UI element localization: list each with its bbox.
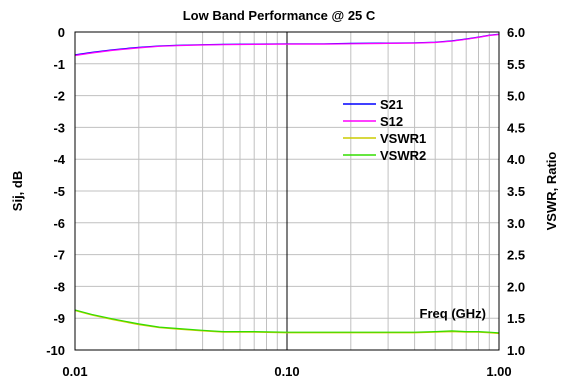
y-left-tick-label: -6: [53, 216, 65, 231]
y-right-tick-label: 2.5: [507, 248, 525, 263]
legend-label-s21: S21: [380, 97, 403, 112]
y-axis-left-title: Sij, dB: [10, 171, 25, 211]
x-axis-title: Freq (GHz): [420, 306, 486, 321]
tick-labels: 0.01 0.10 1.00 0 -1 -2 -3 -4 -5 -6 -7 -8 -9 -10 6.0 5.5…: [46, 25, 525, 379]
legend: S21 S12 VSWR1 VSWR2: [343, 97, 426, 163]
y-left-tick-label: -10: [46, 343, 65, 358]
y-left-tick-label: -7: [53, 248, 65, 263]
y-left-tick-label: -5: [53, 184, 65, 199]
y-left-tick-label: -2: [53, 89, 65, 104]
y-left-tick-label: -8: [53, 279, 65, 294]
legend-label-s12: S12: [380, 114, 403, 129]
x-tick-label: 1.00: [486, 364, 511, 379]
y-right-tick-label: 1.0: [507, 343, 525, 358]
y-right-tick-label: 4.0: [507, 152, 525, 167]
chart-title: Low Band Performance @ 25 C: [183, 8, 376, 23]
y-right-tick-label: 3.0: [507, 216, 525, 231]
y-right-tick-label: 1.5: [507, 311, 525, 326]
y-axis-right-title: VSWR, Ratio: [544, 152, 559, 231]
y-right-tick-label: 6.0: [507, 25, 525, 40]
y-left-tick-label: -9: [53, 311, 65, 326]
x-tick-label: 0.01: [62, 364, 87, 379]
legend-label-vswr2: VSWR2: [380, 148, 426, 163]
grid: [75, 32, 499, 350]
y-right-tick-label: 4.5: [507, 120, 525, 135]
y-left-tick-label: -1: [53, 57, 65, 72]
y-left-tick-label: -3: [53, 120, 65, 135]
y-right-tick-label: 3.5: [507, 184, 525, 199]
y-right-tick-label: 2.0: [507, 279, 525, 294]
y-left-tick-label: -4: [53, 152, 65, 167]
x-tick-label: 0.10: [274, 364, 299, 379]
y-right-tick-label: 5.5: [507, 57, 525, 72]
legend-label-vswr1: VSWR1: [380, 131, 426, 146]
y-right-tick-label: 5.0: [507, 89, 525, 104]
y-left-tick-label: 0: [58, 25, 65, 40]
